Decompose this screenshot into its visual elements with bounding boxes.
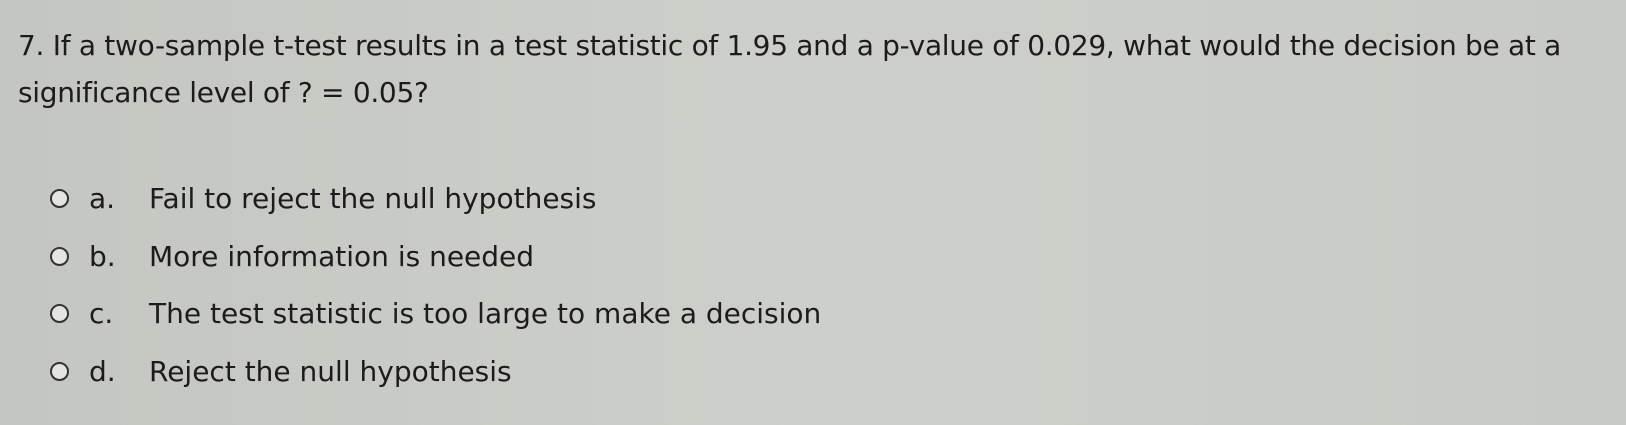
option-letter: d.	[89, 354, 116, 388]
option-letter: a.	[89, 182, 116, 216]
option-label[interactable]: Fail to reject the null hypothesis	[149, 182, 597, 216]
question-number: 7.	[18, 29, 45, 62]
option-letter: c.	[89, 297, 114, 331]
option-b[interactable]: b. More information is needed	[50, 228, 821, 286]
option-d[interactable]: d. Reject the null hypothesis	[50, 343, 821, 401]
radio-button-icon[interactable]	[50, 246, 69, 266]
radio-button-icon[interactable]	[50, 189, 69, 209]
option-label[interactable]: More information is needed	[149, 239, 535, 273]
option-a[interactable]: a. Fail to reject the null hypothesis	[50, 170, 821, 228]
answer-options: a. Fail to reject the null hypothesis b.…	[50, 170, 821, 400]
question-body: If a two-sample t-test results in a test…	[18, 29, 1561, 109]
option-label[interactable]: Reject the null hypothesis	[149, 354, 512, 388]
question-text: 7. If a two-sample t-test results in a t…	[18, 22, 1618, 116]
radio-button-icon[interactable]	[50, 304, 69, 324]
option-letter: b.	[89, 239, 116, 273]
option-c[interactable]: c. The test statistic is too large to ma…	[50, 285, 821, 343]
option-label[interactable]: The test statistic is too large to make …	[149, 297, 822, 331]
radio-button-icon[interactable]	[50, 361, 69, 381]
